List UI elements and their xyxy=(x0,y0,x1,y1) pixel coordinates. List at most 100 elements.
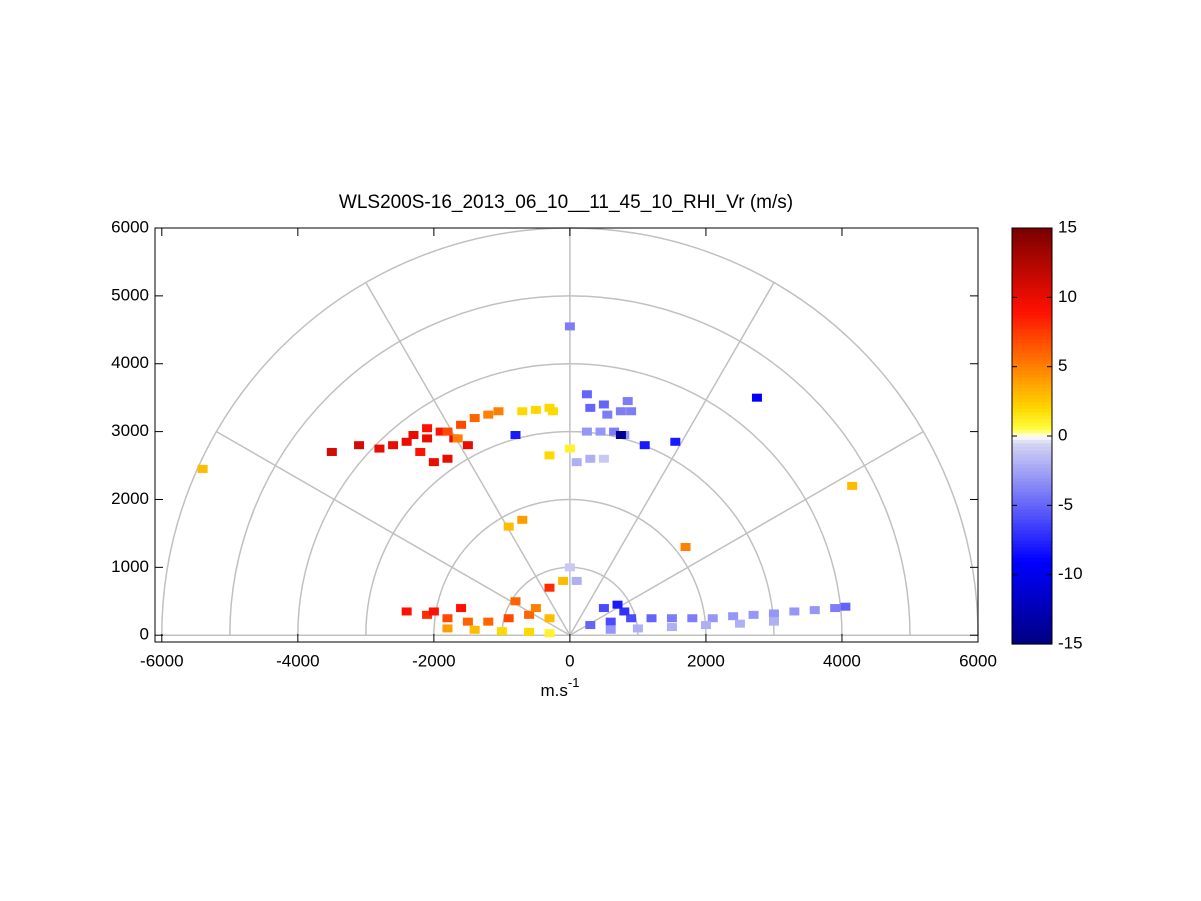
velocity-cell xyxy=(544,451,555,460)
velocity-cell xyxy=(422,610,433,619)
colorbar-swatch xyxy=(1012,262,1052,267)
velocity-cell xyxy=(524,627,535,636)
velocity-cell xyxy=(469,625,480,634)
colorbar-swatch xyxy=(1012,581,1052,586)
colorbar-swatch xyxy=(1012,456,1052,461)
colorbar-tick-label: 10 xyxy=(1058,287,1077,306)
colorbar-swatch xyxy=(1012,508,1052,513)
colorbar-swatch xyxy=(1012,515,1052,520)
colorbar-swatch xyxy=(1012,231,1052,236)
colorbar-swatch xyxy=(1012,612,1052,617)
velocity-cell xyxy=(496,627,507,636)
colorbar-swatch xyxy=(1012,453,1052,458)
colorbar-swatch xyxy=(1012,595,1052,600)
colorbar-swatch xyxy=(1012,529,1052,534)
velocity-cell xyxy=(524,610,535,619)
velocity-cell xyxy=(626,407,637,416)
velocity-cell xyxy=(622,397,633,406)
y-tick-label: 6000 xyxy=(111,217,149,236)
velocity-cell xyxy=(768,617,779,626)
velocity-cell xyxy=(609,427,620,436)
colorbar-swatch xyxy=(1012,252,1052,257)
colorbar-tick-label: 5 xyxy=(1058,356,1067,375)
colorbar-swatch xyxy=(1012,630,1052,635)
velocity-cell xyxy=(646,614,657,623)
colorbar-swatch xyxy=(1012,533,1052,538)
velocity-cell xyxy=(483,410,494,419)
velocity-cell xyxy=(615,431,626,439)
x-tick-label: -2000 xyxy=(412,651,455,670)
colorbar-swatch xyxy=(1012,307,1052,312)
colorbar-swatch xyxy=(1012,384,1052,389)
velocity-cell xyxy=(483,617,494,626)
colorbar-swatch xyxy=(1012,425,1052,430)
y-tick-label: 2000 xyxy=(111,489,149,508)
velocity-cell xyxy=(564,322,575,331)
colorbar-swatch xyxy=(1012,616,1052,621)
colorbar-swatch xyxy=(1012,543,1052,548)
colorbar-swatch xyxy=(1012,349,1052,354)
velocity-cell xyxy=(503,614,514,623)
velocity-cell xyxy=(571,576,582,585)
colorbar-swatch xyxy=(1012,598,1052,603)
colorbar-swatch xyxy=(1012,311,1052,316)
colorbar-swatch xyxy=(1012,449,1052,454)
velocity-cell xyxy=(547,407,558,416)
colorbar-swatch xyxy=(1012,300,1052,305)
velocity-cell xyxy=(687,614,698,623)
colorbar-swatch xyxy=(1012,387,1052,392)
colorbar-swatch xyxy=(1012,245,1052,250)
velocity-cell xyxy=(493,407,504,416)
colorbar-swatch xyxy=(1012,460,1052,465)
colorbar-swatch xyxy=(1012,418,1052,423)
colorbar-swatch xyxy=(1012,432,1052,437)
velocity-cell xyxy=(415,447,426,456)
velocity-cell xyxy=(469,414,480,423)
velocity-cell xyxy=(564,563,575,572)
velocity-cell xyxy=(809,606,820,615)
colorbar-tick-label: -5 xyxy=(1058,495,1073,514)
velocity-cell xyxy=(830,604,841,613)
colorbar-swatch xyxy=(1012,446,1052,451)
velocity-cell xyxy=(510,431,521,439)
colorbar-swatch xyxy=(1012,255,1052,260)
colorbar-swatch xyxy=(1012,633,1052,638)
colorbar-swatch xyxy=(1012,394,1052,399)
velocity-cell xyxy=(544,629,555,638)
velocity-cell xyxy=(422,434,433,443)
colorbar-swatch xyxy=(1012,501,1052,506)
colorbar-swatch xyxy=(1012,592,1052,597)
velocity-cell xyxy=(544,583,555,592)
velocity-cell xyxy=(626,614,637,623)
colorbar-swatch xyxy=(1012,578,1052,583)
colorbar-swatch xyxy=(1012,491,1052,496)
velocity-cell xyxy=(700,621,711,630)
colorbar-swatch xyxy=(1012,415,1052,420)
colorbar-swatch xyxy=(1012,411,1052,416)
velocity-cell xyxy=(354,441,365,450)
colorbar-swatch xyxy=(1012,436,1052,441)
colorbar-swatch xyxy=(1012,574,1052,579)
colorbar-swatch xyxy=(1012,557,1052,562)
velocity-cell xyxy=(734,619,745,628)
colorbar-swatch xyxy=(1012,332,1052,337)
colorbar-swatch xyxy=(1012,397,1052,402)
velocity-cell xyxy=(598,454,609,463)
velocity-cell xyxy=(615,407,626,416)
colorbar-swatch xyxy=(1012,571,1052,576)
velocity-cell xyxy=(598,400,609,409)
colorbar-swatch xyxy=(1012,439,1052,444)
colorbar-swatch xyxy=(1012,481,1052,486)
colorbar-swatch xyxy=(1012,401,1052,406)
colorbar-swatch xyxy=(1012,602,1052,607)
velocity-cell xyxy=(558,576,569,585)
velocity-cell xyxy=(847,481,858,490)
velocity-cell xyxy=(462,441,473,450)
colorbar-tick-label: 0 xyxy=(1058,425,1067,444)
colorbar-swatch xyxy=(1012,352,1052,357)
velocity-cell xyxy=(401,607,412,616)
colorbar-tick-label: -10 xyxy=(1058,564,1083,583)
colorbar-swatch xyxy=(1012,477,1052,482)
